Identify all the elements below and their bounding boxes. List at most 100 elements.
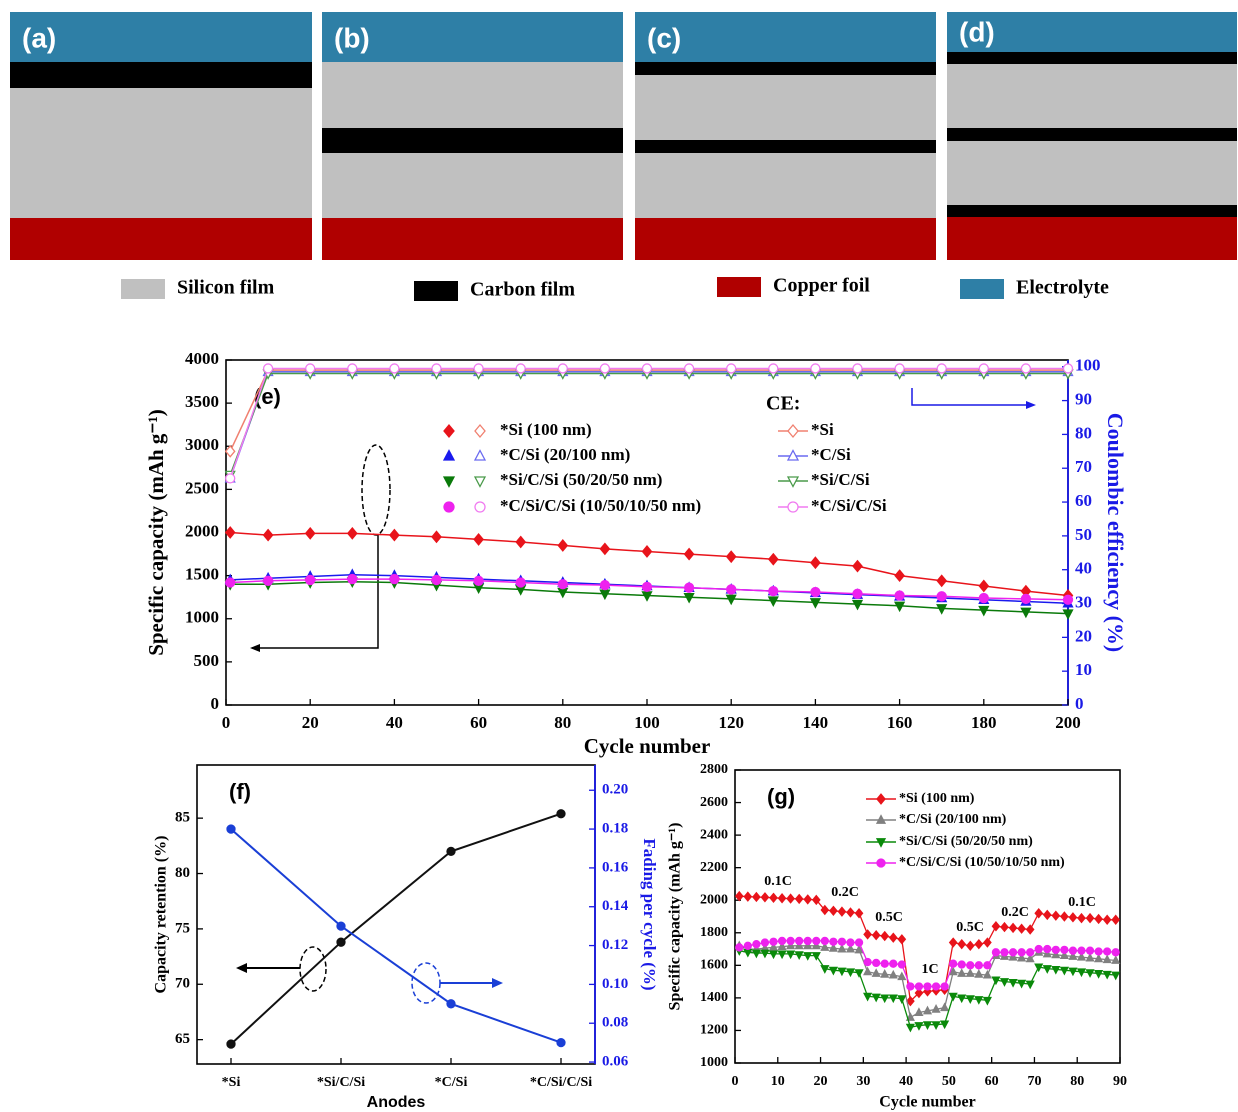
legend-label: *Si/C/Si (50/20/50 nm) [500, 470, 662, 489]
y2-tick-label: 60 [1075, 491, 1092, 510]
marker [897, 960, 906, 969]
marker [226, 824, 236, 834]
marker [1094, 953, 1104, 963]
marker [837, 967, 847, 977]
y2-tick-label: 0.14 [602, 898, 629, 914]
marker [872, 958, 881, 968]
marker [940, 982, 949, 991]
marker [991, 948, 1001, 957]
marker [1008, 922, 1018, 934]
y2-tick-label: 0.12 [602, 937, 628, 953]
marker [812, 936, 821, 946]
marker [978, 592, 989, 604]
legend-label: *Si (100 nm) [899, 791, 975, 806]
marker [743, 941, 752, 950]
marker [880, 969, 890, 978]
arrow [911, 388, 1028, 406]
layer [635, 75, 936, 140]
series-line [230, 828, 562, 1044]
panel-label: (c) [647, 22, 681, 53]
layer [947, 52, 1237, 64]
y-tick-label: 3000 [185, 435, 219, 454]
marker [557, 539, 569, 552]
legend-label: *Si (100 nm) [500, 420, 592, 439]
y2-tick-label: 70 [1075, 457, 1092, 476]
marker [863, 992, 873, 1002]
marker [1051, 965, 1061, 975]
layer [947, 217, 1237, 260]
marker [1008, 978, 1018, 988]
marker [1000, 948, 1009, 957]
x-tick-label: *C/Si/C/Si [530, 1075, 592, 1090]
marker [906, 982, 915, 991]
rate-label: 0.2C [831, 885, 859, 900]
y-tick-label: 2600 [700, 795, 728, 810]
marker [1060, 911, 1069, 922]
marker [599, 579, 611, 591]
marker [811, 894, 821, 906]
marker [854, 969, 864, 978]
marker [880, 994, 890, 1004]
y2-tick-label: 30 [1075, 592, 1092, 611]
arrow-head [1026, 401, 1036, 409]
marker [431, 530, 442, 544]
marker [515, 363, 526, 374]
marker [726, 584, 737, 595]
marker [957, 938, 967, 950]
marker [991, 976, 1001, 986]
plot-frame [734, 769, 1121, 1064]
marker [1026, 948, 1035, 957]
marker [305, 363, 316, 374]
marker [888, 932, 898, 943]
marker [837, 937, 847, 946]
marker [1094, 970, 1104, 979]
marker [880, 959, 889, 968]
y-tick-label: 1800 [700, 925, 728, 940]
x-tick-label: 40 [899, 1074, 913, 1089]
marker [1008, 948, 1018, 957]
marker [829, 937, 838, 946]
marker [224, 444, 236, 458]
legend-label: *C/Si/C/Si [811, 496, 887, 515]
marker [863, 929, 872, 940]
rate-label: 0.1C [764, 874, 792, 889]
marker [1068, 967, 1078, 977]
marker [226, 1039, 236, 1049]
marker [442, 449, 456, 461]
series-line [229, 367, 1068, 479]
x-tick-label: 70 [1027, 1074, 1041, 1089]
y-tick-label: 1500 [185, 565, 219, 584]
marker [1059, 950, 1069, 960]
marker [1017, 952, 1027, 962]
y-tick-label: 75 [175, 920, 190, 936]
legend-swatch [717, 277, 761, 297]
y2-tick-label: 0 [1075, 694, 1084, 713]
marker [1094, 913, 1103, 925]
marker [875, 838, 887, 848]
marker [1085, 946, 1095, 955]
marker [262, 363, 274, 374]
marker [743, 891, 753, 902]
marker [803, 952, 813, 961]
marker [599, 542, 611, 556]
rate-label: 0.5C [875, 910, 903, 925]
legend-label: Silicon film [177, 277, 275, 299]
marker [794, 951, 804, 960]
marker [880, 930, 890, 942]
marker [957, 960, 966, 969]
layer [947, 141, 1237, 205]
marker [346, 526, 358, 540]
marker [905, 1023, 915, 1033]
marker [777, 941, 787, 951]
marker [443, 501, 455, 513]
marker [336, 921, 346, 931]
legend-label: *C/Si [811, 445, 851, 464]
marker [683, 547, 695, 561]
marker [760, 938, 770, 947]
y-tick-label: 70 [175, 976, 190, 992]
x-tick-label: 140 [803, 713, 829, 732]
x-tick-label: 0 [732, 1074, 739, 1089]
marker [957, 994, 967, 1004]
marker [767, 596, 779, 607]
y2-tick-label: 0.06 [602, 1053, 629, 1069]
